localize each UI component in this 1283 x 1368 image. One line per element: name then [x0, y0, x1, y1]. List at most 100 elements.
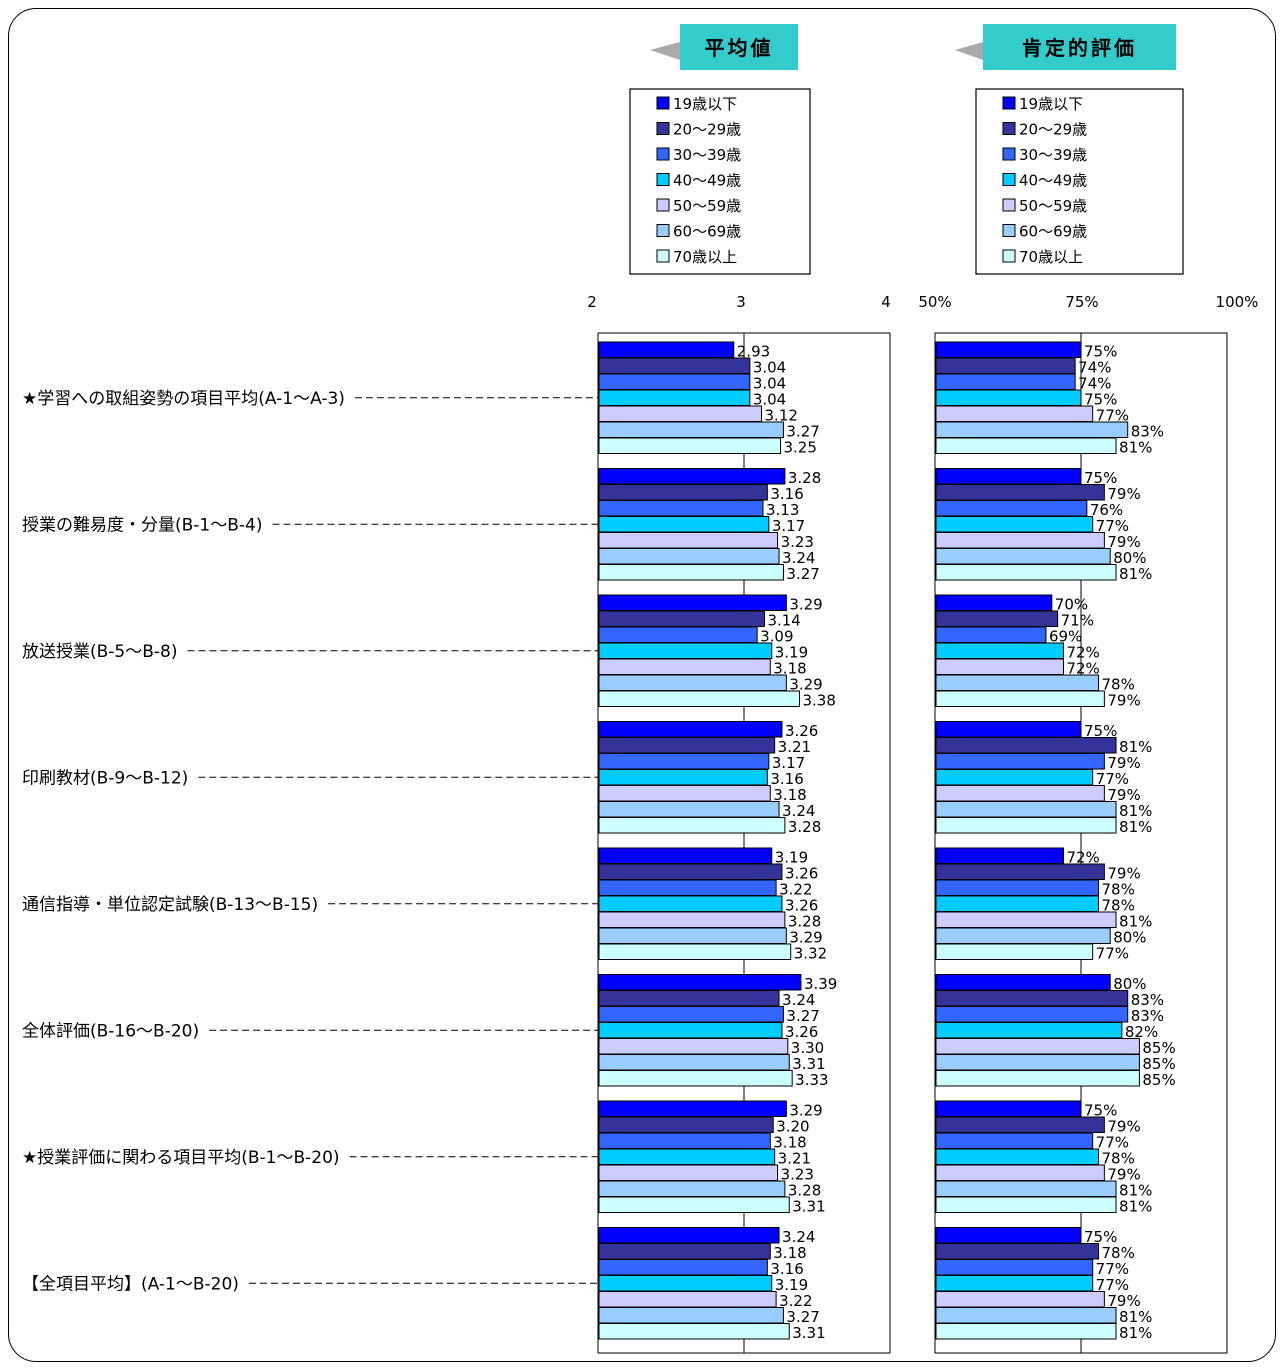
- bar-value-label: 77%: [1096, 770, 1129, 788]
- bar: [935, 626, 1047, 643]
- bar: [598, 943, 792, 960]
- bar-value-label: 3.27: [786, 423, 819, 441]
- legend-swatch: [656, 173, 670, 186]
- bar-value-label: 79%: [1107, 1166, 1140, 1184]
- bar-value-label: 3.16: [770, 770, 803, 788]
- legend-label: 40〜49歳: [1019, 172, 1087, 190]
- chart-title: 平均値: [705, 36, 774, 60]
- bar-value-label: 3.24: [782, 1228, 815, 1246]
- bar-value-label: 72%: [1066, 660, 1099, 678]
- bar-value-label: 3.04: [753, 359, 786, 377]
- bar: [935, 437, 1117, 454]
- bar: [598, 1291, 777, 1308]
- bar-value-label: 3.18: [773, 786, 806, 804]
- bar-value-label: 3.31: [792, 1324, 825, 1342]
- title-shadow-wedge: [955, 42, 983, 60]
- bar-value-label: 81%: [1119, 802, 1152, 820]
- bar-value-label: 78%: [1102, 676, 1135, 694]
- legend-swatch: [656, 198, 670, 212]
- bar: [935, 863, 1105, 880]
- bar-value-label: 75%: [1084, 722, 1117, 740]
- bar: [598, 974, 802, 991]
- bar-value-label: 3.12: [765, 407, 798, 425]
- bar-value-label: 75%: [1084, 469, 1117, 487]
- bar: [935, 737, 1117, 754]
- bar: [935, 1006, 1129, 1023]
- legend-swatch: [1002, 147, 1016, 161]
- bar: [935, 974, 1111, 991]
- bar-value-label: 3.16: [770, 485, 803, 503]
- bar-value-label: 3.18: [773, 1134, 806, 1152]
- bar: [598, 1116, 774, 1133]
- bar: [935, 610, 1059, 627]
- axis-tick-label: 4: [881, 293, 891, 311]
- bar: [598, 373, 751, 390]
- legend-swatch: [656, 122, 670, 135]
- chart-frame: [8, 8, 1276, 1362]
- title-badge: [983, 24, 1176, 70]
- legend-swatch: [1002, 198, 1016, 212]
- bar-value-label: 3.25: [784, 439, 817, 457]
- bar-value-label: 81%: [1119, 738, 1152, 756]
- legend-swatch: [1002, 249, 1016, 263]
- bar-value-label: 3.24: [782, 549, 815, 567]
- bar-value-label: 3.04: [753, 375, 786, 393]
- bar-value-label: 72%: [1066, 849, 1099, 867]
- bar: [935, 1307, 1117, 1324]
- bar: [598, 564, 784, 581]
- bar-value-label: 3.18: [773, 660, 806, 678]
- bar: [598, 532, 779, 549]
- bar-value-label: 3.31: [792, 1198, 825, 1216]
- axis-tick-label: 2: [587, 293, 597, 311]
- bar: [935, 421, 1129, 438]
- category-label: 通信指導・単位認定試験(B-13〜B-15): [22, 895, 318, 915]
- bar-value-label: 80%: [1113, 549, 1146, 567]
- bar: [598, 642, 773, 659]
- bar: [935, 879, 1100, 896]
- bar-value-label: 3.28: [788, 469, 821, 487]
- bar-value-label: 3.04: [753, 391, 786, 409]
- bar: [935, 1132, 1094, 1149]
- bar: [935, 690, 1105, 707]
- legend-label: 70歳以上: [673, 248, 737, 266]
- bar-value-label: 3.19: [775, 644, 808, 662]
- bar-value-label: 77%: [1096, 945, 1129, 963]
- bar: [598, 895, 783, 912]
- bar: [598, 468, 786, 485]
- legend-swatch: [656, 224, 670, 237]
- bar-value-label: 79%: [1107, 865, 1140, 883]
- bar: [935, 1323, 1117, 1340]
- bar-value-label: 3.27: [786, 1308, 819, 1326]
- bar: [935, 564, 1117, 581]
- bar-value-label: 81%: [1119, 565, 1152, 583]
- bar-value-label: 81%: [1119, 1198, 1152, 1216]
- bar-value-label: 3.30: [791, 1039, 824, 1057]
- bar: [935, 1022, 1123, 1039]
- bar: [935, 1054, 1140, 1071]
- bar-value-label: 82%: [1125, 1023, 1158, 1041]
- bar-value-label: 83%: [1131, 1007, 1164, 1025]
- bar: [598, 1100, 787, 1117]
- bar: [935, 1259, 1094, 1276]
- legend-label: 40〜49歳: [673, 172, 741, 190]
- bar: [598, 990, 780, 1007]
- bar: [598, 658, 771, 675]
- bar-value-label: 3.29: [789, 596, 822, 614]
- category-label: 全体評価(B-16〜B-20): [22, 1021, 199, 1041]
- bar-value-label: 3.28: [788, 913, 821, 931]
- bar-value-label: 3.27: [786, 1007, 819, 1025]
- bar-value-label: 80%: [1113, 975, 1146, 993]
- category-label: 放送授業(B-5〜B-8): [22, 642, 178, 662]
- bar-value-label: 3.21: [778, 738, 811, 756]
- bar: [935, 1196, 1117, 1213]
- bar: [935, 847, 1064, 864]
- bar: [935, 911, 1117, 928]
- bar: [598, 1006, 784, 1023]
- legend-label: 30〜39歳: [673, 146, 741, 164]
- bar-value-label: 3.32: [794, 945, 827, 963]
- bar: [598, 548, 780, 565]
- bar-value-label: 3.28: [788, 818, 821, 836]
- bar: [598, 863, 783, 880]
- bar-value-label: 3.18: [773, 1244, 806, 1262]
- bar-value-label: 3.22: [779, 881, 812, 899]
